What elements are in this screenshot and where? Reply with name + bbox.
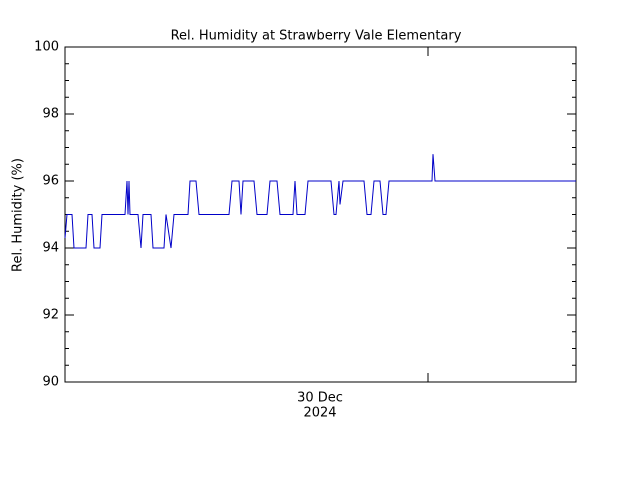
y-tick-label: 90 <box>42 375 59 390</box>
y-tick-label: 92 <box>42 308 59 323</box>
x-axis-label: 30 Dec <box>297 391 343 406</box>
y-tick-label: 100 <box>34 40 59 55</box>
data-line <box>64 154 576 249</box>
chart-title: Rel. Humidity at Strawberry Vale Element… <box>171 29 462 44</box>
y-tick-label: 98 <box>42 107 59 122</box>
y-tick-label: 96 <box>42 174 59 189</box>
y-tick-label: 94 <box>42 241 59 256</box>
y-axis-label: Rel. Humidity (%) <box>11 158 26 272</box>
x-axis-label: 2024 <box>303 406 336 421</box>
